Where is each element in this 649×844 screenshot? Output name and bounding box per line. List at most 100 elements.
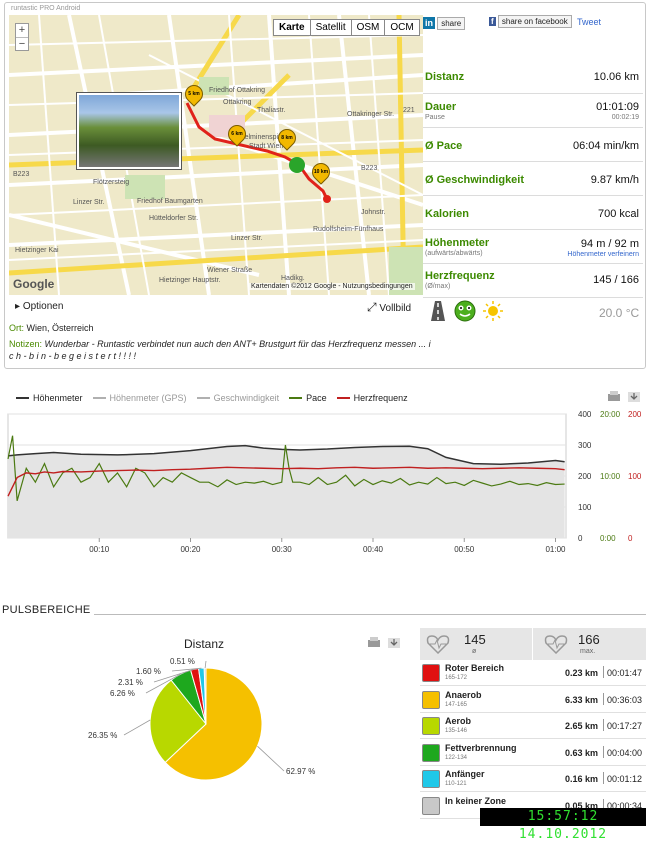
stat-herzfrequenz: Herzfrequenz (Ø/max) 145 / 166 [423,263,643,297]
y-tick-label-elevation: 200 [578,472,592,481]
notes-value-cont: c h - b i n - b e g e i s t e r t ! ! ! … [9,351,137,361]
stat-value: 10.06 km [593,71,639,83]
x-tick-label: 00:40 [363,545,384,554]
stat-sublabel: (Ø/max) [425,283,451,290]
stat-label: Distanz [425,71,465,83]
y-tick-label-heartrate: 200 [628,410,642,419]
pie-label-connector [145,673,181,694]
series-herzfrequenz-line [7,466,565,497]
zone-color-swatch [422,796,440,815]
notes-key: Notizen: [9,339,43,349]
download-icon[interactable] [628,392,640,402]
map-type-osm[interactable]: OSM [350,20,385,35]
zone-distance: 0.16 km [564,774,598,784]
legend-herzfrequenz[interactable]: Herzfrequenz [336,393,408,403]
stat-value: 145 / 166 [593,274,639,286]
zone-range: 110-121 [445,781,467,787]
map-label: Hadikg. [281,275,305,282]
map-label: 221 [403,107,415,114]
heart-max-icon [544,635,568,654]
app-label: runtastic PRO Android [11,5,81,12]
facebook-share-button[interactable]: f share on facebook [489,15,572,28]
map-credit-link[interactable]: Kartendaten ©2012 Google - Nutzungsbedin… [249,283,415,290]
fullscreen-button[interactable]: ⤢ Vollbild [367,300,411,315]
legend-label: Herzfrequenz [353,393,408,403]
legend-swatch [16,397,29,399]
stat-pace: Ø Pace 06:04 min/km [423,127,643,161]
pie-label-connector [123,719,151,736]
zone-range: 165-172 [445,675,468,681]
map-type-karte[interactable]: Karte [279,22,305,33]
finish-marker [323,195,331,203]
pie-title: Distanz [184,637,225,651]
map-label: Hütteldorfer Str. [149,215,199,222]
map-label: Friedhof Ottakring [209,87,266,94]
triangle-right-icon: ▸ [15,301,21,312]
map-label: Ottakringer Str. [347,111,395,118]
zone-row: Aerob 135-146 2.65 km 00:17:27 [420,713,646,739]
pie-slice [149,679,207,764]
map-label: Rudolfsheim-Fünfhaus [313,226,384,233]
map-label: Johnstr. [361,209,386,216]
y-tick-label-elevation: 100 [578,503,592,512]
zoom-out-button[interactable]: − [16,37,28,50]
zone-color-swatch [422,770,440,788]
zones-header: 145 ø 166 max. [420,628,646,660]
refine-elevation-link[interactable]: Höhenmeter verfeinern [567,251,639,258]
zone-separator [603,719,604,731]
legend-hoehenmeter-gps[interactable]: Höhenmeter (GPS) [92,393,187,403]
download-icon[interactable] [388,638,400,648]
stat-subvalue: 00:02:19 [611,114,639,121]
section-divider [94,614,646,615]
zone-distance: 2.65 km [564,721,598,731]
zoom-control[interactable]: + − [15,23,29,51]
legend-pace[interactable]: Pace [289,393,327,403]
print-icon[interactable] [608,391,620,401]
stat-geschwindigkeit: Ø Geschwindigkeit 9.87 km/h [423,161,643,195]
km-marker-label: 6 km [231,131,243,137]
map-label: Friedhof Baumgarten [137,198,203,205]
hr-avg-label: ø [472,648,477,655]
map-label: Thaliastr. [257,107,286,114]
legend-geschwindigkeit[interactable]: Geschwindigkeit [196,393,279,403]
y-tick-label-pace: 10:00 [600,472,621,481]
y-tick-label-elevation: 0 [578,534,583,543]
zone-distance: 6.33 km [564,694,598,705]
stat-kalorien: Kalorien 700 kcal [423,195,643,229]
zone-separator [603,692,604,705]
print-icon[interactable] [368,637,380,647]
stat-value: 94 m / 92 m [580,238,639,250]
route-map[interactable]: Ottakring Friedhof Ottakring Wilhelminensp… [9,15,423,295]
options-toggle[interactable]: ▸ Optionen [15,301,63,312]
zones-pie-chart: 62.97 % 26.35 % 6.26 % 2.31 % 1.60 % 0.51 % [88,657,315,781]
hr-max-label: max. [580,648,596,655]
chart-tools [608,391,640,402]
road-icon [431,301,445,321]
zone-separator [603,798,604,811]
linkedin-share-button[interactable]: in share [423,17,466,30]
map-label: B223 [13,171,30,178]
zoom-in-button[interactable]: + [18,24,26,36]
map-label: Wiener Straße [207,267,253,274]
map-label: Hietzinger Hauptstr. [159,277,221,284]
zone-range: 122-134 [445,754,468,761]
zone-distance: 0.23 km [564,668,598,678]
route-photo[interactable] [76,92,182,170]
options-label: Optionen [22,301,64,312]
sun-icon [483,301,503,321]
zone-color-swatch [422,690,440,709]
map-type-selector[interactable]: Karte Satellit OSM OCM [273,19,420,36]
legend-swatch [336,397,350,399]
facebook-icon: f [489,17,496,26]
x-tick-label: 00:20 [180,545,201,554]
heart-avg-icon [426,635,450,654]
map-type-satellit[interactable]: Satellit [309,20,351,35]
tweet-link[interactable]: Tweet [577,17,602,27]
pie-slice-label: 62.97 % [286,767,315,776]
zone-color-swatch [422,743,440,762]
map-type-ocm[interactable]: OCM [384,20,418,35]
pie-tools [368,637,400,648]
zone-name: Aerob [445,716,472,726]
stat-divider [423,297,643,298]
legend-hoehenmeter[interactable]: Höhenmeter [16,393,83,403]
